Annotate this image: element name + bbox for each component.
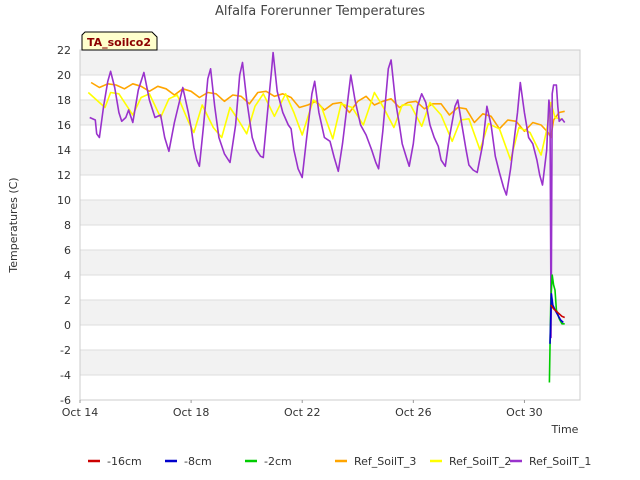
y-tick-label: 6	[64, 244, 71, 257]
y-tick-label: 8	[64, 219, 71, 232]
y-tick-label: 12	[57, 169, 71, 182]
plot-frame	[79, 49, 581, 401]
y-tick-label: 10	[57, 194, 71, 207]
series-line-ref-soilt-2	[87, 91, 561, 161]
series-line-2cm	[548, 274, 565, 383]
legend-label: Ref_SoilT_3	[354, 455, 416, 468]
y-tick-label: -6	[60, 394, 71, 407]
y-axis-ticks: -6 -4 -2 0 2 4 6 8 10 12 14 16 18 20 22	[57, 44, 71, 407]
y-tick-label: 20	[57, 69, 71, 82]
plot-band	[80, 300, 580, 325]
y-tick-label: 22	[57, 44, 71, 57]
y-tick-label: -4	[60, 369, 71, 382]
series-line-ref-soilt-1	[89, 51, 566, 339]
y-tick-label: 18	[57, 94, 71, 107]
legend: -16cm -8cm -2cm Ref_SoilT_3 Ref_SoilT_2 Ref_S…	[88, 455, 591, 468]
badge-label: TA_soilco2	[87, 36, 151, 49]
series-line-16cm	[550, 304, 566, 319]
grid-lines	[80, 49, 580, 401]
y-tick-label: 4	[64, 269, 71, 282]
y-tick-label: 14	[57, 144, 71, 157]
legend-label: -8cm	[184, 455, 212, 468]
plot-band	[80, 100, 580, 125]
x-tick-label: Oct 26	[395, 406, 432, 419]
x-tick-label: Oct 18	[173, 406, 210, 419]
x-tick-label: Oct 22	[284, 406, 321, 419]
y-tick-label: 2	[64, 294, 71, 307]
legend-label: Ref_SoilT_1	[529, 455, 591, 468]
legend-label: -2cm	[264, 455, 292, 468]
plot-band	[80, 350, 580, 375]
x-axis-title: Time	[551, 423, 579, 436]
plot-band	[80, 50, 580, 75]
plot-band	[80, 250, 580, 275]
y-tick-label: 16	[57, 119, 71, 132]
series-line-ref-soilt-3	[90, 81, 565, 139]
series-layer	[87, 51, 566, 383]
y-tick-label: 0	[64, 319, 71, 332]
plot-band	[80, 200, 580, 225]
plot-bands	[80, 50, 580, 375]
y-tick-label: -2	[60, 344, 71, 357]
legend-label: -16cm	[107, 455, 142, 468]
chart-title: Alfalfa Forerunner Temperatures	[215, 4, 425, 19]
legend-label: Ref_SoilT_2	[449, 455, 511, 468]
y-axis-title: Temperatures (C)	[7, 177, 20, 273]
dataset-badge: TA_soilco2	[81, 31, 158, 51]
x-axis-ticks: Oct 14 Oct 18 Oct 22 Oct 26 Oct 30	[62, 400, 543, 419]
plot-band	[80, 150, 580, 175]
x-tick-label: Oct 30	[506, 406, 543, 419]
x-tick-label: Oct 14	[62, 406, 99, 419]
badge-box	[81, 31, 158, 51]
